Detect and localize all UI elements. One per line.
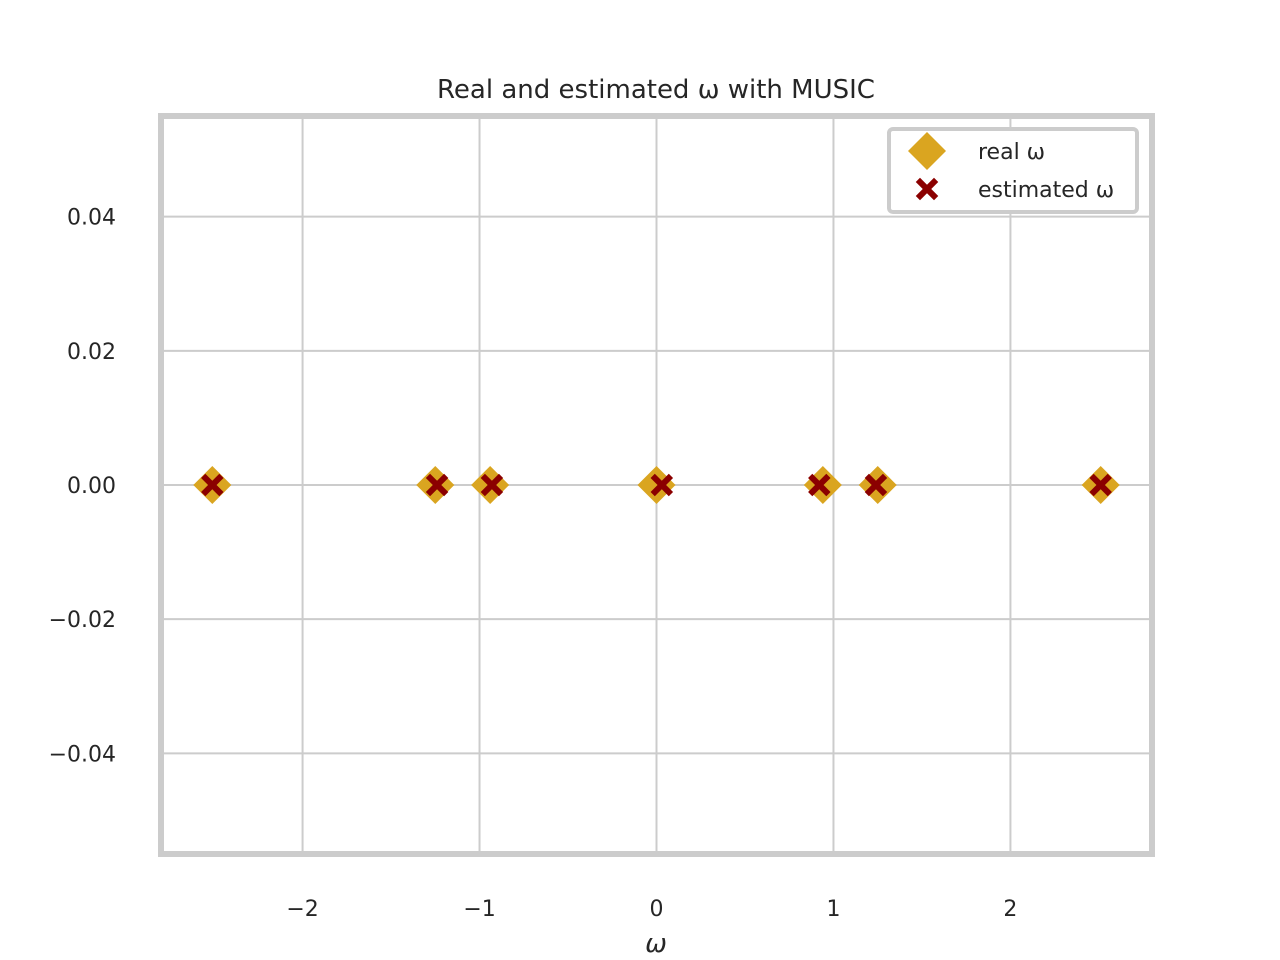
y-tick-label: 0.04 — [67, 206, 116, 231]
y-tick-label: −0.02 — [49, 608, 116, 633]
estimated-omega-point — [808, 473, 831, 497]
real-omega-point — [637, 466, 676, 504]
estimated-omega-point — [425, 473, 449, 497]
legend-label: real ω — [978, 140, 1045, 165]
legend-diamond-icon — [908, 132, 946, 170]
tick-labels: −2 −1 0 1 2 0.04 0.02 0.00 −0.02 −0.04 — [49, 206, 1018, 922]
plot-frame — [158, 113, 1155, 857]
x-tick-label: 2 — [1003, 897, 1017, 922]
legend-x-icon — [915, 177, 939, 201]
x-axis-label: ω — [645, 929, 667, 959]
y-tick-label: 0.00 — [67, 474, 116, 499]
estimated-omega-point — [480, 473, 504, 497]
grid-lines — [161, 116, 1152, 854]
x-tick-label: 1 — [826, 897, 840, 922]
y-tick-label: −0.04 — [49, 742, 116, 767]
estimated-omega-point — [864, 473, 888, 497]
x-tick-label: −1 — [463, 897, 495, 922]
legend: real ω estimated ω — [887, 127, 1139, 214]
data-points — [193, 466, 1120, 504]
y-tick-label: 0.02 — [67, 340, 116, 365]
x-tick-label: 0 — [650, 897, 664, 922]
legend-box — [887, 127, 1139, 214]
estimated-omega-point — [1089, 473, 1112, 497]
estimated-omega-point — [650, 473, 674, 497]
legend-label: estimated ω — [978, 178, 1114, 203]
x-tick-label: −2 — [286, 897, 318, 922]
chart-title: Real and estimated ω with MUSIC — [437, 75, 875, 105]
estimated-omega-point — [201, 473, 224, 497]
